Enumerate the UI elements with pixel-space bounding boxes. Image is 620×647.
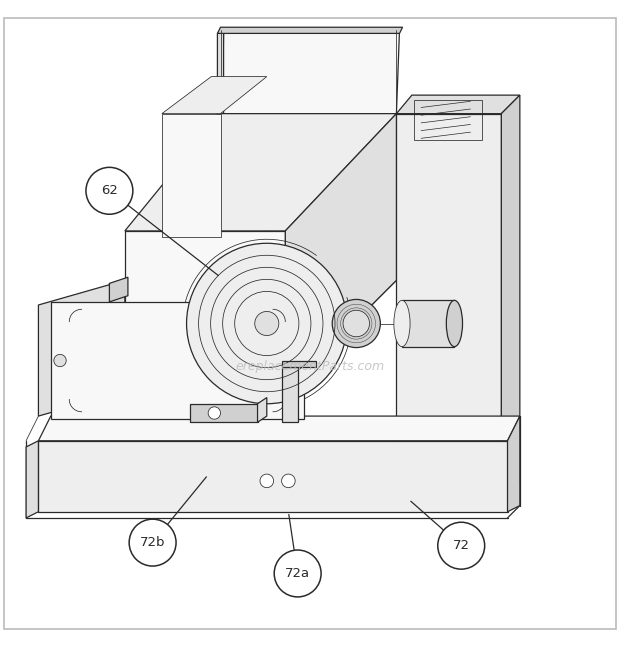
Circle shape [306,147,314,155]
Polygon shape [125,231,285,391]
Circle shape [343,311,370,336]
Polygon shape [282,360,316,367]
Polygon shape [218,30,224,280]
Polygon shape [38,280,125,416]
Circle shape [332,300,380,347]
Ellipse shape [446,300,463,347]
Polygon shape [502,95,520,499]
Text: 72a: 72a [285,567,310,580]
Polygon shape [218,27,402,34]
Circle shape [281,474,295,488]
Polygon shape [162,114,221,237]
Circle shape [260,474,273,488]
Circle shape [306,196,314,204]
Polygon shape [221,30,399,277]
Circle shape [274,550,321,597]
Polygon shape [396,114,502,499]
Polygon shape [285,114,396,391]
Text: 62: 62 [101,184,118,197]
Polygon shape [396,95,520,114]
Polygon shape [38,416,520,441]
Polygon shape [190,404,257,422]
Circle shape [438,522,485,569]
Text: 72b: 72b [140,536,166,549]
Polygon shape [508,416,520,512]
Circle shape [208,407,221,419]
Text: 72: 72 [453,539,470,552]
Polygon shape [257,397,267,422]
Circle shape [438,451,461,474]
Polygon shape [109,277,128,302]
Polygon shape [26,441,38,518]
Circle shape [54,355,66,367]
Polygon shape [38,441,508,512]
Circle shape [255,311,279,336]
Circle shape [129,519,176,566]
Polygon shape [162,76,267,114]
Polygon shape [282,367,298,422]
Circle shape [306,171,314,179]
Polygon shape [125,114,396,231]
Circle shape [445,457,454,467]
Text: ereplacementParts.com: ereplacementParts.com [236,360,384,373]
Polygon shape [51,302,304,419]
Polygon shape [402,300,454,347]
Ellipse shape [394,300,410,347]
Circle shape [187,243,347,404]
Circle shape [86,168,133,214]
